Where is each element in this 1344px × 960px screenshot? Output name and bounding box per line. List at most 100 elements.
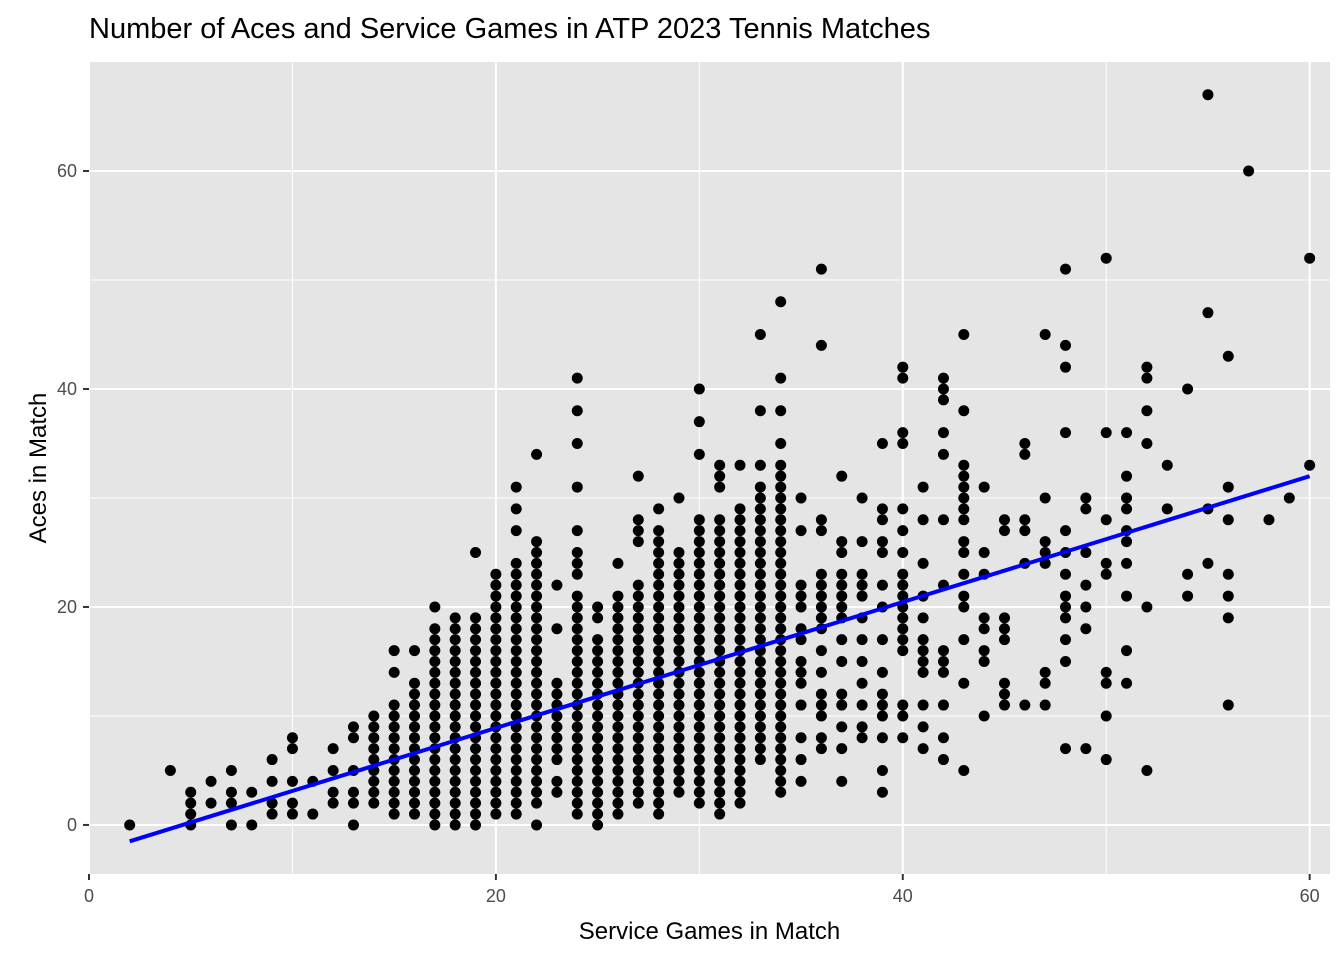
data-point xyxy=(592,797,604,809)
data-point xyxy=(632,754,644,766)
data-point xyxy=(998,623,1010,635)
data-point xyxy=(958,546,970,558)
data-point xyxy=(673,688,685,700)
data-point xyxy=(185,797,197,809)
data-point xyxy=(429,699,441,711)
data-point xyxy=(612,557,624,569)
data-point xyxy=(775,754,787,766)
data-point xyxy=(571,710,583,722)
data-point xyxy=(429,655,441,667)
data-point xyxy=(449,710,461,722)
data-point xyxy=(266,754,278,766)
data-point xyxy=(1121,492,1133,504)
data-point xyxy=(449,754,461,766)
data-point xyxy=(653,536,665,548)
data-point xyxy=(449,775,461,787)
data-point xyxy=(795,666,807,678)
data-point xyxy=(470,754,482,766)
data-point xyxy=(937,754,949,766)
y-axis: 0 20 40 60 xyxy=(57,161,89,835)
data-point xyxy=(531,666,543,678)
data-point xyxy=(693,514,705,526)
data-point xyxy=(775,590,787,602)
data-point xyxy=(998,677,1010,689)
data-point xyxy=(653,732,665,744)
data-point xyxy=(429,645,441,657)
data-point xyxy=(470,623,482,635)
data-point xyxy=(632,612,644,624)
data-point xyxy=(1060,525,1072,537)
data-point xyxy=(632,699,644,711)
data-point xyxy=(531,557,543,569)
data-point xyxy=(510,590,522,602)
data-point xyxy=(429,666,441,678)
data-point xyxy=(978,546,990,558)
data-point xyxy=(897,503,909,515)
data-point xyxy=(1141,372,1153,384)
y-tick-label: 40 xyxy=(57,379,77,399)
data-point xyxy=(490,732,502,744)
data-point xyxy=(409,721,421,733)
data-point xyxy=(754,579,766,591)
data-point xyxy=(571,732,583,744)
data-point xyxy=(734,754,746,766)
data-point xyxy=(185,808,197,820)
data-point xyxy=(775,710,787,722)
data-point xyxy=(531,612,543,624)
data-point xyxy=(347,721,359,733)
data-point xyxy=(978,645,990,657)
data-point xyxy=(775,612,787,624)
data-point xyxy=(836,590,848,602)
data-point xyxy=(754,568,766,580)
data-point xyxy=(388,721,400,733)
data-point xyxy=(510,677,522,689)
data-point xyxy=(693,677,705,689)
data-point xyxy=(510,797,522,809)
data-point xyxy=(734,634,746,646)
data-point xyxy=(897,634,909,646)
data-point xyxy=(734,514,746,526)
x-tick-label: 40 xyxy=(893,886,913,906)
data-point xyxy=(775,514,787,526)
data-point xyxy=(937,448,949,460)
data-point xyxy=(836,743,848,755)
data-point xyxy=(775,470,787,482)
data-point xyxy=(612,590,624,602)
data-point xyxy=(124,819,136,831)
data-point xyxy=(490,568,502,580)
data-point xyxy=(551,786,563,798)
data-point xyxy=(429,710,441,722)
data-point xyxy=(1060,361,1072,373)
data-point xyxy=(1222,590,1234,602)
data-point xyxy=(1141,361,1153,373)
data-point xyxy=(775,721,787,733)
data-point xyxy=(327,764,339,776)
data-point xyxy=(571,557,583,569)
data-point xyxy=(734,666,746,678)
data-point xyxy=(1100,252,1112,264)
data-point xyxy=(1141,437,1153,449)
data-point xyxy=(510,743,522,755)
data-point xyxy=(775,372,787,384)
x-tick-label: 20 xyxy=(486,886,506,906)
data-point xyxy=(632,688,644,700)
data-point xyxy=(714,775,726,787)
data-point xyxy=(856,579,868,591)
data-point xyxy=(693,416,705,428)
data-point xyxy=(612,623,624,635)
data-point xyxy=(653,634,665,646)
data-point xyxy=(734,797,746,809)
data-point xyxy=(714,514,726,526)
data-point xyxy=(876,536,888,548)
data-point xyxy=(592,775,604,787)
data-points xyxy=(124,89,1316,831)
data-point xyxy=(470,775,482,787)
data-point xyxy=(653,601,665,613)
data-point xyxy=(734,568,746,580)
data-point xyxy=(470,743,482,755)
data-point xyxy=(917,612,929,624)
data-point xyxy=(653,764,665,776)
data-point xyxy=(1121,470,1133,482)
data-point xyxy=(815,263,827,275)
data-point xyxy=(673,492,685,504)
